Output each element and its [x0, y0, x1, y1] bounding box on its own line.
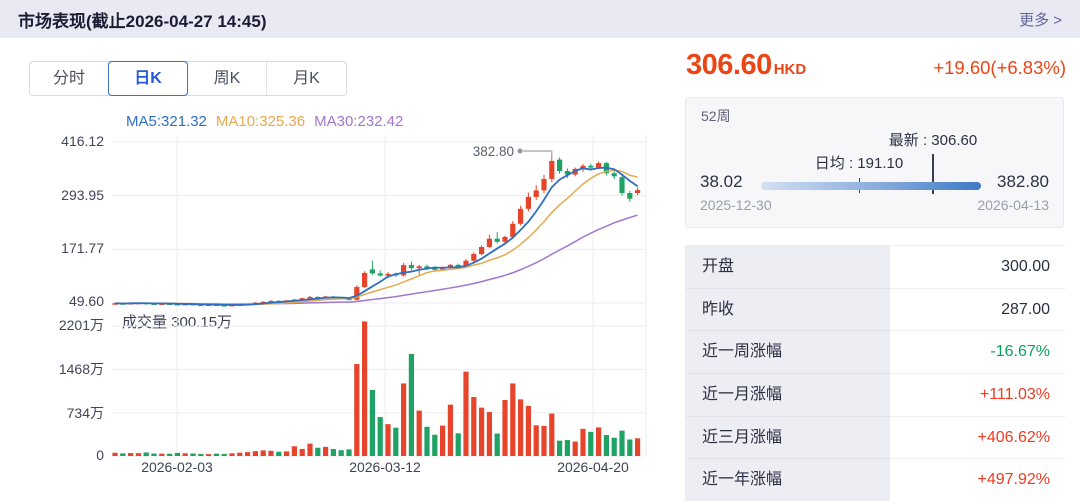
stat-value: +406.62% — [890, 417, 1066, 460]
ma-legend: MA5:321.32 MA10:325.36 MA30:232.42 — [126, 113, 403, 130]
stat-label: 近一月涨幅 — [685, 374, 890, 417]
stat-value: 300.00 — [890, 246, 1066, 289]
kline-period-tabs: 分时 日K 周K 月K — [29, 61, 347, 96]
stat-value: -16.67% — [890, 331, 1066, 375]
table-row: 近一月涨幅 +111.03% — [685, 374, 1066, 417]
x-axis-date: 2026-03-12 — [349, 459, 421, 475]
stat-label: 开盘 — [685, 246, 890, 289]
ma30-label: MA30:232.42 — [314, 113, 404, 130]
range-high: 382.80 — [997, 172, 1049, 191]
table-row: 昨收 287.00 — [685, 288, 1066, 332]
stat-value: +111.03% — [890, 374, 1066, 417]
more-link[interactable]: 更多 > — [1019, 11, 1062, 29]
price-tick: 416.12 — [61, 133, 104, 149]
stat-label: 近三月涨幅 — [685, 416, 890, 460]
x-axis-date: 2026-04-20 — [557, 459, 629, 475]
tab-minute[interactable]: 分时 — [30, 62, 109, 95]
price-tick: 49.60 — [68, 293, 104, 309]
price-tick: 171.77 — [61, 240, 104, 256]
currency-label: HKD — [773, 61, 807, 78]
latest-price-marker — [932, 154, 934, 194]
high-annotation-label: 382.80 — [472, 144, 514, 159]
range-52-week-box: 52周 最新 : 306.60 日均 : 191.10 38.02 382.80… — [685, 97, 1064, 228]
candlestick-volume-chart[interactable] — [0, 130, 680, 501]
section-header: 市场表现(截止2026-04-27 14:45) 更多 > — [0, 0, 1080, 38]
price-change: +19.60(+6.83%) — [933, 57, 1066, 78]
table-row: 开盘 300.00 — [685, 246, 1066, 289]
stat-label: 近一年涨幅 — [685, 459, 890, 501]
tab-daily-k[interactable]: 日K — [108, 61, 188, 96]
stats-table: 开盘 300.00 昨收 287.00 近一周涨幅 -16.67% 近一月涨幅 … — [685, 245, 1066, 501]
range-low: 38.02 — [700, 172, 743, 191]
ma5-label: MA5:321.32 — [126, 113, 207, 130]
range-title: 52周 — [701, 108, 731, 124]
current-price: 306.60 — [686, 49, 772, 81]
price-tick: 293.95 — [61, 187, 104, 203]
quote-row: 306.60 HKD +19.60(+6.83%) — [686, 49, 1066, 82]
average-price-label: 日均 : 191.10 — [814, 155, 904, 172]
range-low-date: 2025-12-30 — [700, 197, 772, 213]
table-row: 近一年涨幅 +497.92% — [685, 459, 1066, 501]
tab-monthly-k[interactable]: 月K — [293, 70, 320, 87]
stat-label: 昨收 — [685, 288, 890, 332]
range-bar — [761, 182, 981, 190]
volume-tick: 1468万 — [58, 361, 104, 377]
latest-price-label: 最新 : 306.60 — [888, 132, 978, 149]
volume-tick: 734万 — [66, 405, 104, 421]
table-row: 近一周涨幅 -16.67% — [685, 331, 1066, 375]
x-axis-date: 2026-02-03 — [141, 459, 213, 475]
stat-value: 287.00 — [890, 289, 1066, 332]
ma10-label: MA10:325.36 — [215, 113, 306, 130]
page-title: 市场表现(截止2026-04-27 14:45) — [18, 11, 267, 31]
table-row: 近三月涨幅 +406.62% — [685, 416, 1066, 460]
stat-label: 近一周涨幅 — [685, 331, 890, 375]
tab-weekly-k[interactable]: 周K — [188, 62, 267, 95]
volume-tick: 0 — [96, 447, 104, 463]
volume-tick: 2201万 — [58, 317, 104, 333]
range-high-date: 2026-04-13 — [977, 197, 1049, 213]
stat-value: +497.92% — [977, 471, 1050, 489]
